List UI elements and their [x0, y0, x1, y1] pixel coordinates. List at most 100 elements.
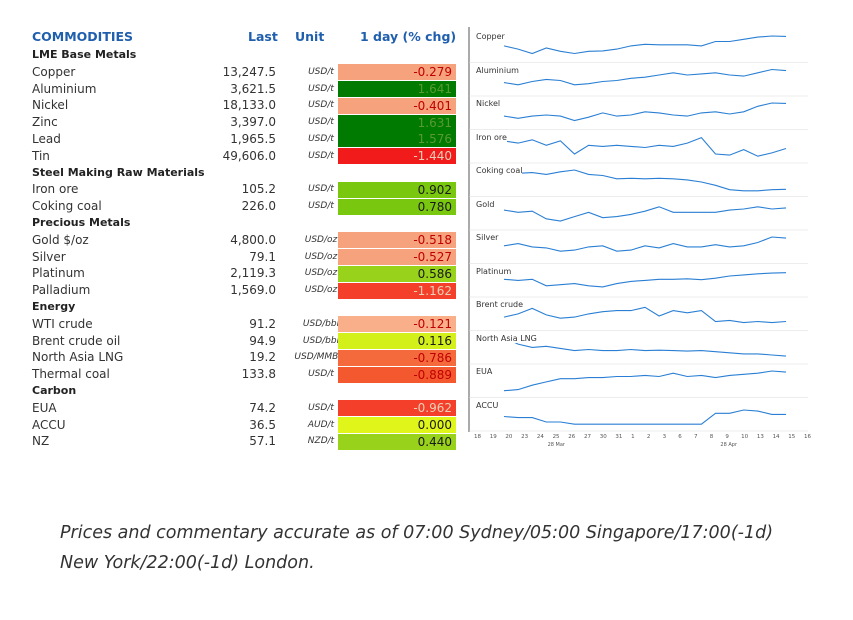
commodity-name: WTI crude	[32, 316, 93, 331]
commodity-name: Nickel	[32, 98, 69, 113]
sparkline-accu	[469, 409, 808, 432]
series-line	[503, 102, 787, 122]
change-cell: -0.889	[338, 366, 456, 383]
unit-label: USD/t	[308, 402, 334, 413]
change-cell: -1.440	[338, 148, 456, 165]
series-line	[503, 35, 787, 55]
x-tick-label: 19	[489, 434, 497, 440]
commodity-name: Brent crude oil	[32, 333, 121, 348]
series-label: Brent crude	[476, 300, 524, 309]
series-label: ACCU	[476, 400, 499, 410]
table-row: Platinum 2,119.3 USD/oz 0.586	[30, 265, 460, 282]
x-tick-label: 30	[599, 434, 607, 440]
series-line	[503, 236, 787, 252]
unit-label: USD/t	[308, 369, 334, 380]
x-tick-label: 10	[741, 434, 749, 440]
category-label: Steel Making Raw Materials	[32, 165, 205, 179]
last-price: 19.2	[249, 350, 276, 365]
table-row: North Asia LNG 19.2 USD/MMBtu -0.786	[30, 349, 460, 366]
sparkline-north-asia-lng	[469, 337, 808, 365]
commodity-name: Tin	[32, 148, 50, 163]
table-row: Zinc 3,397.0 USD/t 1.631	[30, 114, 460, 131]
sparkline-platinum	[469, 272, 808, 298]
table-row: ACCU 36.5 AUD/t 0.000	[30, 416, 460, 434]
change-cell: 1.631	[338, 114, 456, 131]
x-tick-label: 9	[725, 434, 729, 440]
category-row: Carbon	[30, 383, 460, 400]
commodity-name: Gold $/oz	[32, 232, 89, 247]
unit-label: USD/t	[308, 201, 334, 212]
unit-label: USD/t	[308, 150, 334, 161]
table-row: Copper 13,247.5 USD/t -0.279	[30, 64, 460, 81]
commodity-name: Palladium	[32, 283, 91, 298]
x-axis: 18 19 20 23 24 25 26 27 30 31 1 2 3 6 7 8 9 10 13 14 15 16 28 …	[468, 434, 813, 454]
change-cell: 1.576	[338, 131, 456, 148]
change-cell: -0.121	[338, 316, 456, 333]
table-row: WTI crude 91.2 USD/bbl -0.121	[30, 316, 460, 333]
unit-label: USD/bbl	[302, 335, 340, 346]
series-line	[503, 206, 787, 222]
table-row: Coking coal 226.0 USD/t 0.780	[30, 198, 460, 215]
change-cell: 0.440	[338, 433, 456, 450]
sparkline-brent-crude	[469, 306, 808, 331]
x-tick-label: 3	[662, 434, 667, 440]
table-row: EUA 74.2 USD/t -0.962	[30, 400, 460, 417]
last-price: 49,606.0	[222, 148, 276, 163]
sparkline-coking-coal	[469, 169, 808, 197]
last-price: 18,133.0	[222, 98, 276, 113]
change-cell: 0.586	[338, 265, 456, 282]
series-line	[503, 272, 787, 288]
table-row: Thermal coal 133.8 USD/t -0.889	[30, 366, 460, 383]
commodity-name: EUA	[32, 400, 57, 415]
category-label: Precious Metals	[32, 215, 131, 229]
sparkline-chart	[468, 27, 808, 432]
unit-label: USD/oz	[304, 234, 338, 245]
table-body: LME Base Metals Copper 13,247.5 USD/t -0.279…	[30, 47, 460, 450]
table-header: COMMODITIES Last Unit 1 day (% chg)	[30, 27, 460, 47]
category-row: Energy	[30, 299, 460, 316]
sparkline-iron-ore	[469, 136, 808, 164]
change-cell: 0.902	[338, 181, 456, 198]
last-price: 1,965.5	[230, 131, 276, 146]
x-tick-label: 24	[536, 434, 544, 440]
change-cell: -0.401	[338, 97, 456, 114]
x-tick-label: 27	[584, 434, 591, 440]
series-label: EUA	[476, 367, 493, 376]
x-tick-label: 2	[646, 434, 651, 440]
last-price: 226.0	[241, 199, 276, 214]
table-row: Palladium 1,569.0 USD/oz -1.162	[30, 282, 460, 299]
month-label: 28 Mar	[547, 442, 565, 448]
commodity-name: NZ	[32, 434, 50, 449]
unit-label: NZD/t	[307, 436, 335, 447]
commodity-name: ACCU	[32, 417, 66, 432]
table-row: Nickel 18,133.0 USD/t -0.401	[30, 97, 460, 114]
last-price: 3,397.0	[230, 115, 276, 130]
commodity-name: North Asia LNG	[32, 350, 124, 365]
series-label: Iron ore	[476, 132, 507, 142]
unit-label: USD/t	[308, 133, 334, 144]
series-line	[503, 337, 787, 357]
commodity-name: Copper	[32, 64, 76, 79]
change-cell: 0.116	[338, 332, 456, 349]
change-cell: -0.518	[338, 232, 456, 249]
x-tick-label: 14	[772, 434, 780, 440]
series-label: Coking coal	[476, 166, 523, 175]
unit-label: USD/t	[308, 117, 334, 128]
last-price: 4,800.0	[230, 232, 276, 247]
change-cell: -0.786	[338, 349, 456, 366]
table-row: Tin 49,606.0 USD/t -1.440	[30, 148, 460, 165]
series-line	[503, 370, 787, 392]
unit-label: USD/t	[308, 66, 334, 77]
x-tick-label: 7	[694, 434, 698, 440]
table-row: NZ 57.1 NZD/t 0.440	[30, 433, 460, 450]
commodity-name: Thermal coal	[32, 367, 110, 382]
unit-label: USD/t	[308, 184, 334, 195]
change-cell: 0.780	[338, 198, 456, 215]
unit-label: USD/oz	[304, 285, 338, 296]
series-line	[503, 409, 786, 425]
last-price: 105.2	[241, 182, 276, 197]
last-price: 91.2	[249, 316, 276, 331]
header-commodities: COMMODITIES	[32, 29, 134, 44]
last-price: 36.5	[249, 417, 276, 432]
series-line	[503, 68, 787, 86]
